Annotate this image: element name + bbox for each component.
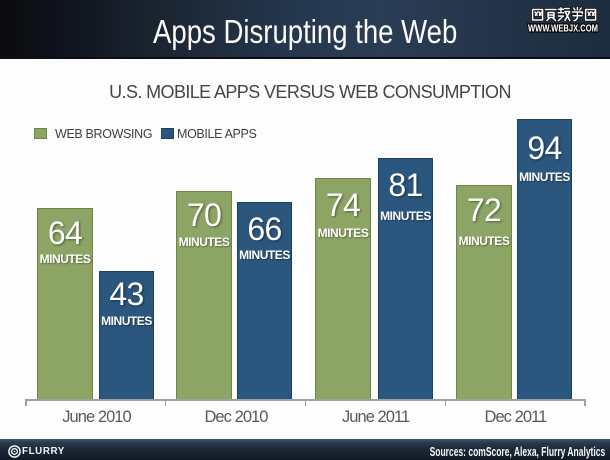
svg-text:WWW.WEBJX.COM: WWW.WEBJX.COM [528, 24, 598, 35]
